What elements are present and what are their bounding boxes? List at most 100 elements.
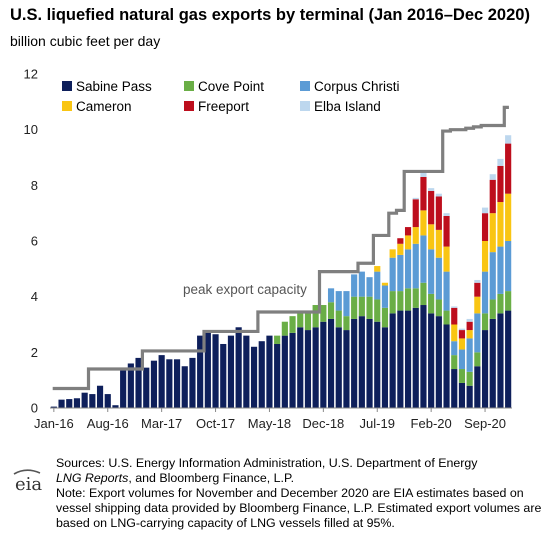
- bar-segment-2-36: [327, 288, 335, 303]
- x-tick-label-7: Aug-16: [87, 416, 129, 431]
- bar-segment-2-55: [474, 313, 481, 353]
- bar-segment-2-51: [443, 271, 450, 311]
- bar-segment-3-51: [443, 246, 450, 272]
- bar-segment-0-4: [81, 392, 88, 408]
- bar-segment-4-50: [435, 196, 442, 230]
- bar-segment-1-39: [351, 296, 358, 319]
- bar-segment-2-58: [497, 246, 504, 294]
- bar-segment-0-8: [112, 405, 119, 408]
- sources-publication: LNG Reports: [56, 471, 129, 485]
- bar-segment-0-24: [235, 327, 242, 408]
- bar-segment-0-36: [327, 318, 335, 408]
- x-tick-label-0: Jan-16: [34, 416, 74, 431]
- bar-segment-0-48: [420, 305, 427, 408]
- bar-segment-5-52: [451, 306, 458, 308]
- bar-segment-0-31: [289, 332, 296, 408]
- bar-segment-0-26: [250, 346, 258, 408]
- bar-segment-2-56: [481, 271, 489, 314]
- bar-segment-4-45: [397, 238, 404, 244]
- bar-segment-0-55: [474, 366, 481, 408]
- x-tick-label-14: Mar-17: [141, 416, 182, 431]
- bar-segment-4-48: [420, 176, 427, 211]
- bar-segment-0-33: [304, 330, 312, 408]
- bar-segment-2-46: [404, 249, 412, 289]
- bar-segment-5-56: [481, 207, 489, 214]
- bar-segment-2-54: [466, 338, 473, 372]
- bar-segment-2-49: [428, 249, 435, 294]
- bar-segment-3-59: [505, 193, 512, 241]
- bar-segment-1-38: [343, 316, 350, 331]
- legend-swatch-1: [184, 81, 194, 91]
- bar-segment-0-39: [351, 318, 358, 408]
- chart-title: U.S. liquefied natural gas exports by te…: [10, 6, 530, 24]
- x-tick-label-42: Jul-19: [360, 416, 395, 431]
- bar-segment-0-2: [66, 399, 73, 408]
- bar-segment-0-42: [374, 321, 381, 408]
- bar-segment-3-56: [481, 241, 489, 272]
- bar-segment-0-7: [104, 394, 111, 408]
- bar-segment-0-20: [204, 332, 211, 408]
- bar-segment-1-42: [374, 299, 381, 322]
- legend-label-0: Sabine Pass: [76, 79, 152, 94]
- bar-segment-0-30: [281, 335, 288, 408]
- legend-swatch-5: [300, 101, 310, 111]
- bar-segment-4-46: [404, 227, 412, 236]
- bar-segment-5-50: [435, 193, 442, 197]
- bar-segment-0-13: [150, 360, 158, 408]
- bar-segment-1-40: [358, 296, 365, 317]
- bar-segment-4-51: [443, 215, 450, 247]
- bar-segment-2-53: [458, 349, 466, 370]
- bar-segment-0-1: [58, 399, 65, 408]
- y-tick-label-0: 0: [31, 401, 38, 416]
- bar-segment-4-55: [474, 282, 481, 297]
- bar-segment-0-40: [358, 316, 365, 408]
- bar-segment-4-54: [466, 321, 473, 331]
- bar-segment-0-10: [127, 363, 134, 408]
- bar-segment-3-48: [420, 210, 427, 236]
- bar-segment-4-52: [451, 307, 458, 325]
- capacity-annotation: peak export capacity: [183, 282, 307, 297]
- bar-segment-1-45: [397, 291, 404, 311]
- bar-segment-0-17: [181, 366, 188, 408]
- legend-swatch-0: [62, 81, 72, 91]
- bar-segment-0-49: [428, 313, 435, 408]
- bar-segment-0-38: [343, 330, 350, 408]
- bar-segment-0-34: [312, 327, 319, 408]
- bar-segment-0-58: [497, 313, 504, 408]
- bar-segment-5-55: [474, 279, 481, 283]
- bar-segment-2-50: [435, 257, 442, 300]
- bar-segment-1-33: [304, 310, 312, 331]
- bar-segment-5-48: [420, 172, 427, 177]
- bar-segment-3-44: [389, 249, 396, 258]
- bar-segment-0-23: [227, 335, 235, 408]
- bar-segment-0-35: [320, 321, 327, 408]
- bar-segment-2-59: [505, 241, 512, 292]
- bar-segment-0-44: [389, 313, 396, 408]
- y-tick-label-4: 4: [31, 289, 38, 304]
- bar-segment-1-29: [274, 335, 281, 344]
- bar-segment-2-57: [489, 252, 496, 300]
- bar-segment-0-57: [489, 318, 496, 408]
- bar-segment-1-58: [497, 293, 504, 314]
- bar-segment-1-49: [428, 293, 435, 314]
- bar-segment-0-43: [381, 327, 389, 408]
- bar-segment-2-52: [451, 341, 458, 356]
- bar-segment-4-47: [412, 199, 419, 228]
- bar-segment-0-18: [189, 357, 196, 408]
- bar-segment-1-55: [474, 352, 481, 367]
- sources-line-2: LNG Reports, and Bloomberg Finance, L.P.: [56, 471, 294, 485]
- sources-line-1: Sources: U.S. Energy Information Adminis…: [56, 456, 478, 470]
- bar-segment-3-43: [381, 282, 389, 286]
- bar-segment-0-19: [197, 335, 204, 408]
- bar-segment-0-51: [443, 324, 450, 408]
- bar-segment-1-48: [420, 282, 427, 306]
- bar-segment-0-28: [266, 335, 273, 408]
- eia-logo-text: eia: [15, 474, 42, 494]
- bar-segment-0-52: [451, 369, 458, 408]
- bar-segment-2-38: [343, 291, 350, 317]
- bar-segment-2-44: [389, 257, 396, 292]
- bar-segment-0-53: [458, 382, 466, 408]
- bar-segment-2-39: [351, 274, 358, 297]
- legend: Sabine Pass Cove Point Corpus Christi Camer…: [62, 79, 400, 114]
- legend-swatch-4: [184, 101, 194, 111]
